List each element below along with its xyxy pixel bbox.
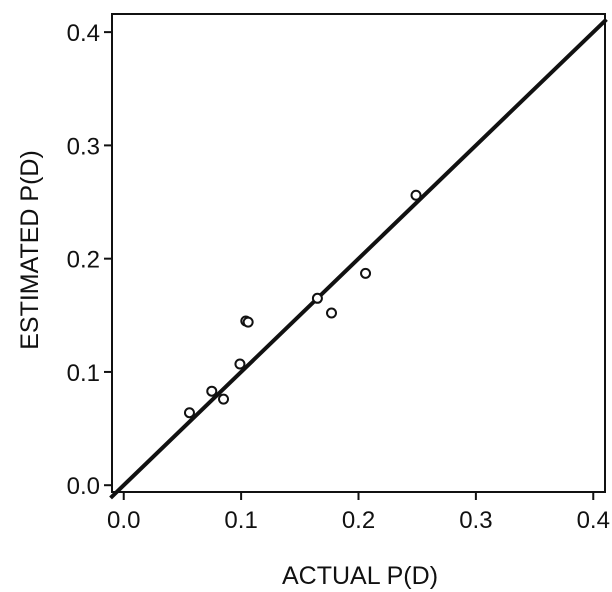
data-point <box>360 267 372 279</box>
x-axis-title: ACTUAL P(D) <box>282 562 438 590</box>
data-point <box>326 307 338 319</box>
y-tick-label: 0.2 <box>67 247 100 274</box>
x-tick-label: 0.2 <box>342 507 375 534</box>
data-point <box>242 316 254 328</box>
axes <box>111 13 606 493</box>
y-axis-title: ESTIMATED P(D) <box>16 150 44 350</box>
x-tick-label: 0.0 <box>107 507 140 534</box>
data-point <box>218 393 230 405</box>
y-tick-label: 0.0 <box>67 473 100 500</box>
data-points <box>183 189 422 419</box>
data-point <box>410 189 422 201</box>
data-point <box>206 385 218 397</box>
data-point <box>234 358 246 370</box>
tick-labels: 0.0 0.1 0.2 0.3 0.4 0.0 0.1 0.2 0.3 0.4 <box>67 20 610 534</box>
y-tick-label: 0.3 <box>67 133 100 160</box>
data-point <box>183 407 195 419</box>
x-tick-label: 0.1 <box>224 507 257 534</box>
x-tick-label: 0.4 <box>577 507 610 534</box>
data-point <box>311 292 323 304</box>
y-tick-label: 0.1 <box>67 360 100 387</box>
y-tick-label: 0.4 <box>67 20 100 47</box>
x-tick-label: 0.3 <box>459 507 492 534</box>
plot-frame <box>111 13 606 493</box>
identity-line <box>109 17 608 500</box>
identity-line-group <box>109 17 608 500</box>
